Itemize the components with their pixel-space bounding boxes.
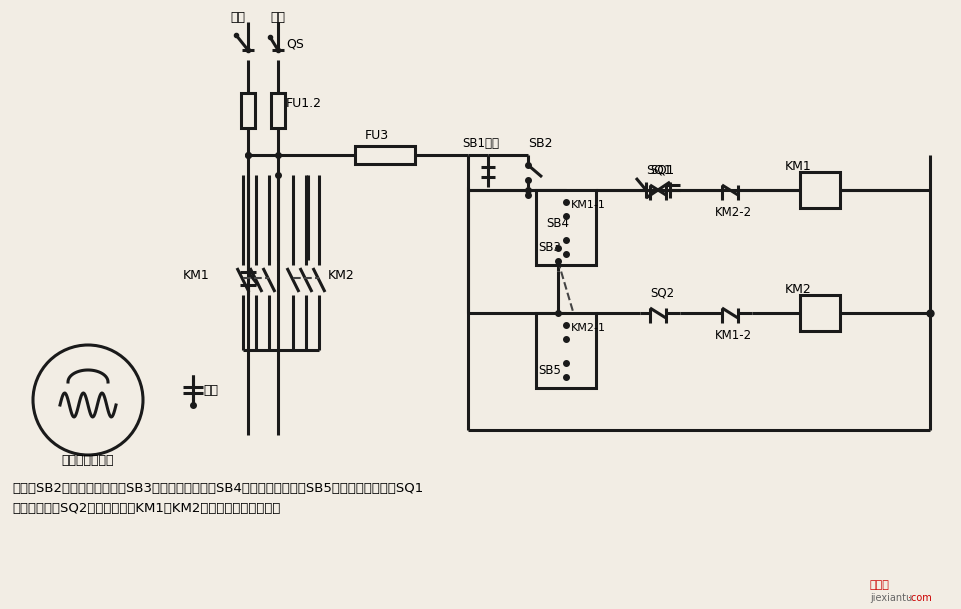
Bar	[800, 295, 839, 331]
Text: SB4: SB4	[546, 217, 568, 230]
Text: SB1停止: SB1停止	[461, 136, 499, 149]
Text: 为最高限位，SQ2为最低限位。KM1、KM2可用中间继电器代替。: 为最高限位，SQ2为最低限位。KM1、KM2可用中间继电器代替。	[12, 501, 280, 515]
Text: KM2-2: KM2-2	[714, 205, 752, 219]
Text: KM1-2: KM1-2	[714, 328, 752, 342]
Text: KM2: KM2	[328, 269, 355, 281]
Text: KM1-1: KM1-1	[571, 200, 605, 210]
Circle shape	[33, 345, 143, 455]
Text: QS: QS	[285, 38, 304, 51]
Text: 火线: 火线	[231, 10, 245, 24]
Text: SQ2: SQ2	[650, 286, 674, 300]
Text: FU3: FU3	[364, 128, 388, 141]
Bar	[355, 146, 414, 164]
Text: KM1: KM1	[183, 269, 209, 281]
Text: 接线图: 接线图	[869, 580, 889, 590]
Text: SB2: SB2	[528, 136, 552, 149]
Text: ·com: ·com	[907, 593, 931, 603]
Text: 单相电容电动机: 单相电容电动机	[62, 454, 114, 466]
Text: SQ1: SQ1	[650, 163, 674, 177]
Bar	[535, 313, 596, 388]
Text: SB3: SB3	[537, 241, 560, 253]
Text: 电容: 电容	[203, 384, 218, 396]
Text: KM1: KM1	[784, 160, 810, 173]
Bar	[271, 93, 284, 128]
Text: KM2: KM2	[784, 283, 810, 296]
Text: KM2-1: KM2-1	[571, 323, 605, 333]
Text: jiexiantu: jiexiantu	[869, 593, 911, 603]
Text: 说明：SB2为上升启动按鈕，SB3为上升点动按鈕，SB4为下降启动按鈕，SB5为下降点动按鈕；SQ1: 说明：SB2为上升启动按鈕，SB3为上升点动按鈕，SB4为下降启动按鈕，SB5为…	[12, 482, 423, 495]
Bar	[535, 190, 596, 265]
Text: SQ1: SQ1	[646, 163, 671, 177]
Bar	[800, 172, 839, 208]
Text: FU1.2: FU1.2	[285, 96, 322, 110]
Bar	[241, 93, 255, 128]
Text: 零线: 零线	[270, 10, 285, 24]
Text: SB5: SB5	[537, 364, 560, 376]
